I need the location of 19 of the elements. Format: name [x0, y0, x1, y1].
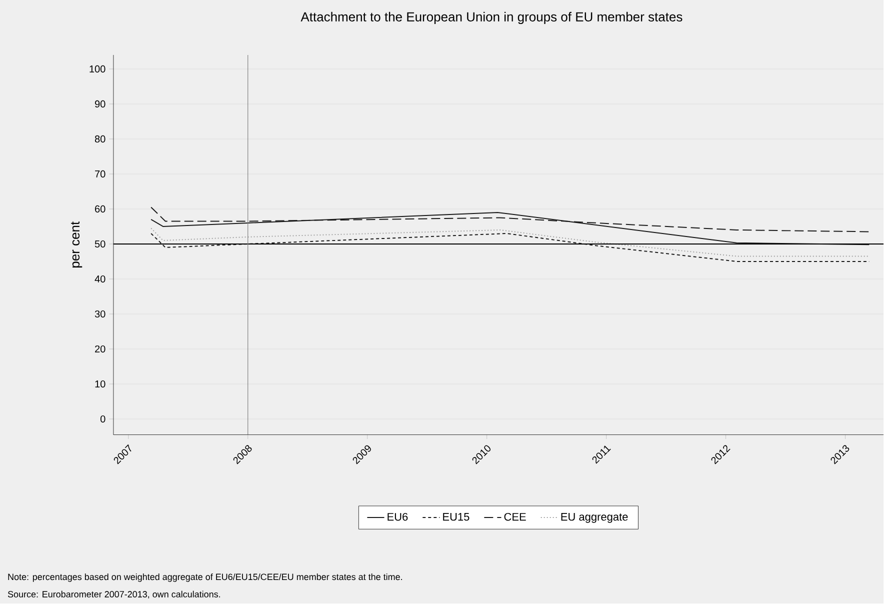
y-tick-label: 40	[94, 276, 106, 283]
legend-label: EU6	[388, 513, 408, 521]
y-tick-label: 0	[100, 416, 106, 423]
text: Note: percentages based on weighted aggregate of EU6/EU15/CEE/EU member states at the time.	[8, 574, 402, 582]
y-tick-label: 60	[95, 206, 106, 213]
y-tick-label: 30	[94, 310, 106, 318]
y-tick-label: 10	[95, 380, 106, 388]
legend-label: CEE	[504, 513, 526, 521]
y-tick-label: 20	[95, 346, 106, 353]
y-tick-label: 50	[94, 240, 106, 248]
y-axis-title: per cent	[71, 222, 82, 268]
source-note: Source: Eurobarometer 2007-2013, own calculations.	[8, 590, 220, 599]
y-tick-label: 70	[95, 170, 106, 178]
y-tick-label: 80	[94, 136, 106, 143]
legend-label: EU aggregate	[561, 513, 628, 524]
y-tick-label: 90	[95, 100, 106, 108]
chart-title: Attachment to the European Union in groups of EU member states	[300, 12, 682, 24]
legend-label: EU15	[443, 513, 470, 521]
y-tick-label: 100	[90, 66, 106, 73]
